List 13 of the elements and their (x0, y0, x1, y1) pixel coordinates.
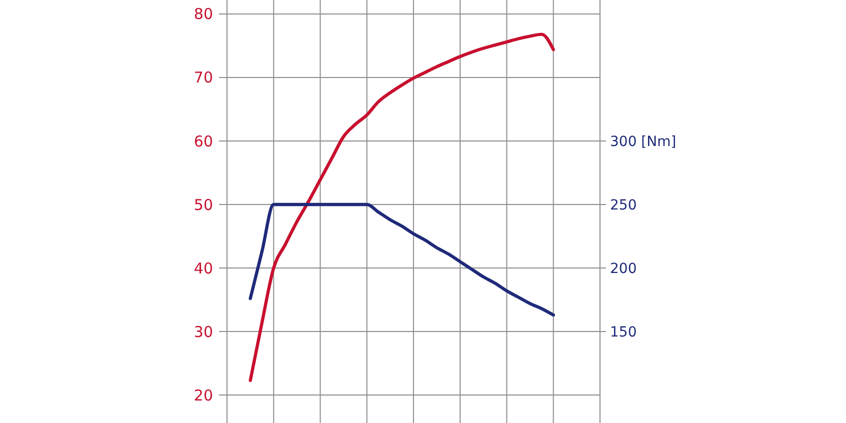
line-series (248, 202, 555, 317)
y-tick-label: 70 (194, 68, 213, 87)
y2-tick-label: 300 [Nm] (610, 134, 676, 150)
y2-tick-label: 150 (610, 324, 637, 340)
y-tick-label: 50 (194, 196, 213, 214)
y-tick-label: 60 (194, 132, 213, 150)
y-tick-label: 20 (194, 386, 213, 404)
y2-tick-label: 250 (610, 197, 637, 214)
y-tick-label: 80 (194, 5, 213, 24)
y2-tick-label: 200 (610, 260, 637, 277)
y-tick-label: 30 (194, 322, 213, 341)
line-series (248, 32, 555, 382)
y-tick-label: 40 (194, 259, 213, 278)
